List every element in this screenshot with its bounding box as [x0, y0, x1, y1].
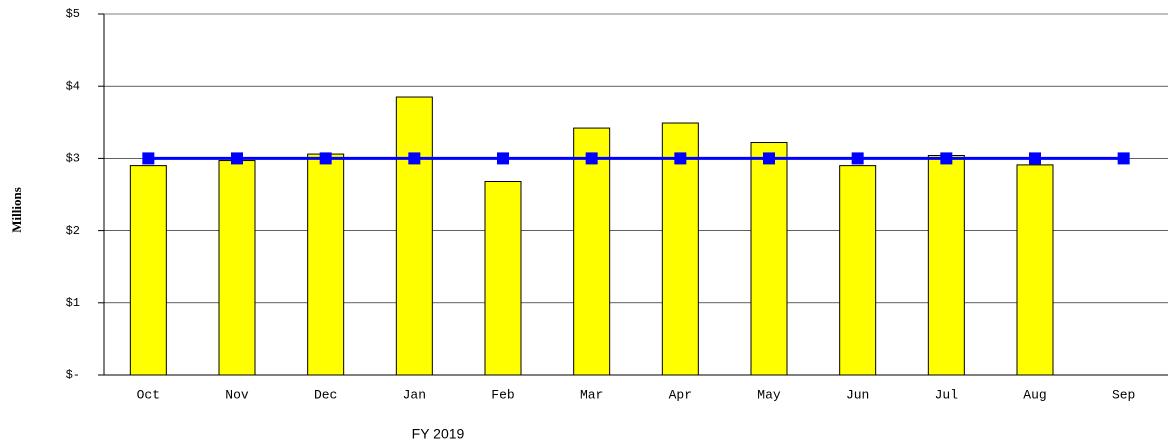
- bar: [1016, 164, 1054, 376]
- line-marker: [497, 152, 509, 165]
- bar: [307, 153, 345, 376]
- line-marker: [408, 152, 421, 165]
- x-tick-label: Jun: [846, 387, 869, 402]
- x-tick-label: May: [757, 387, 781, 402]
- bar: [129, 165, 167, 376]
- line-marker: [674, 152, 687, 165]
- x-tick-label: Jan: [403, 387, 426, 402]
- y-tick-label: $-: [66, 368, 80, 382]
- bar: [484, 181, 522, 376]
- x-tick-label: Apr: [669, 387, 692, 402]
- line-marker: [1029, 152, 1041, 165]
- line-marker: [142, 152, 155, 165]
- y-tick-label: $1: [66, 296, 80, 310]
- x-tick-label: Nov: [225, 387, 249, 402]
- line-marker: [763, 152, 775, 165]
- x-tick-label: Jul: [935, 387, 959, 402]
- bar: [661, 122, 699, 376]
- y-tick-label: $5: [66, 7, 80, 21]
- bar: [395, 96, 433, 376]
- line-marker: [585, 152, 598, 165]
- x-axis-label: FY 2019: [412, 426, 465, 442]
- line-marker: [319, 152, 332, 165]
- x-tick-label: Aug: [1023, 387, 1046, 402]
- x-tick-label: Dec: [314, 387, 337, 402]
- line-marker: [231, 152, 243, 165]
- line-marker: [940, 152, 953, 165]
- x-tick-label: Oct: [137, 387, 160, 402]
- x-tick-label: Mar: [580, 387, 603, 402]
- bar: [927, 155, 965, 376]
- bar: [750, 142, 788, 376]
- x-tick-label: Feb: [491, 387, 514, 402]
- y-tick-label: $4: [66, 79, 80, 93]
- y-tick-label: $3: [66, 152, 80, 166]
- x-tick-label: Sep: [1112, 387, 1135, 402]
- line-marker: [851, 152, 864, 165]
- bar: [218, 160, 256, 376]
- y-axis-label: Millions: [9, 187, 24, 233]
- line-marker: [1117, 152, 1130, 165]
- bar: [573, 127, 611, 376]
- bar: [839, 165, 877, 376]
- y-tick-label: $2: [66, 224, 80, 238]
